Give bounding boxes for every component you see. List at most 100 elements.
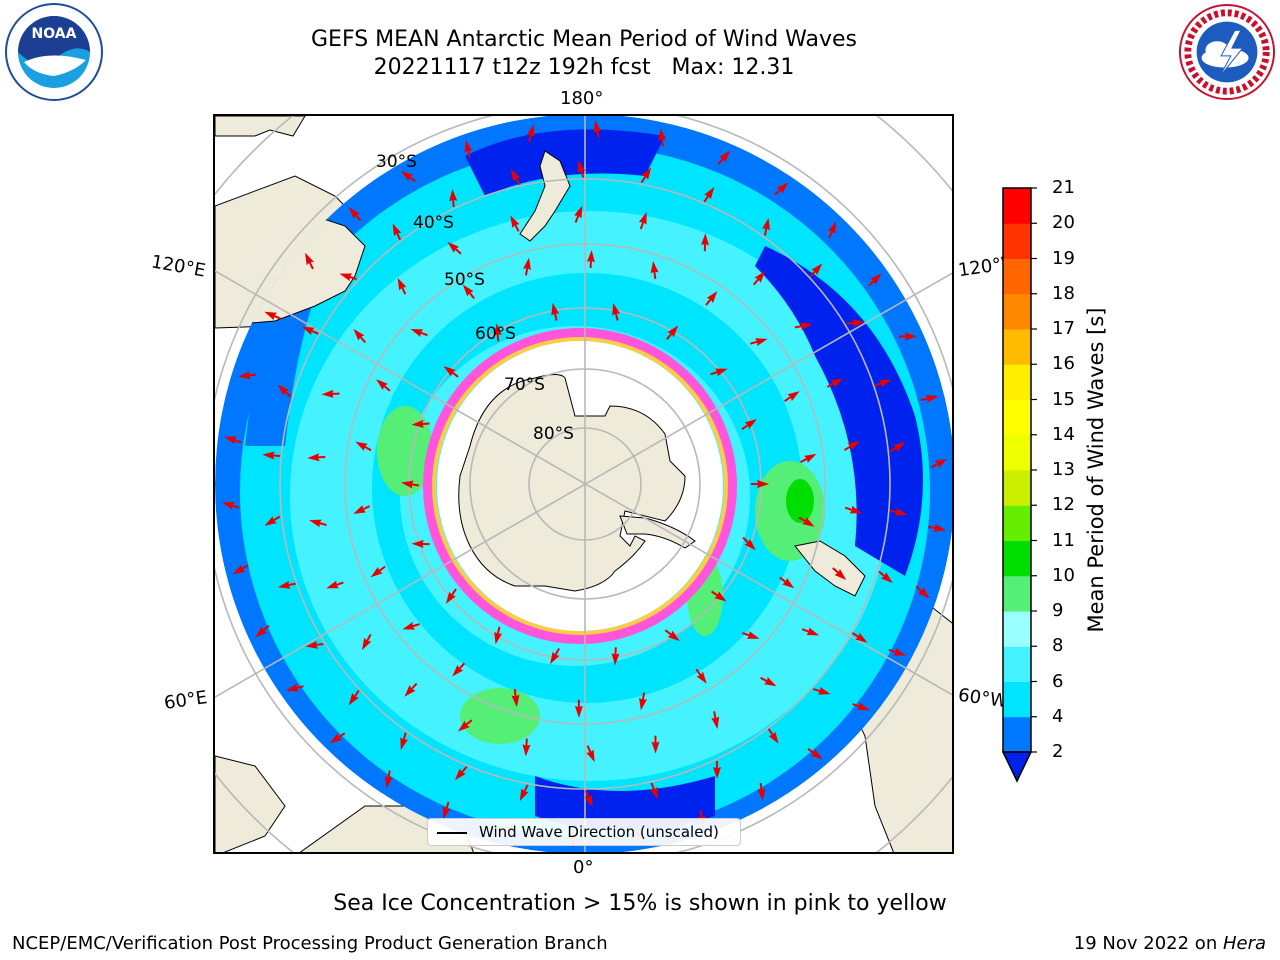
wind-wave-arrow <box>695 668 707 684</box>
wind-wave-arrow <box>711 711 720 730</box>
wind-wave-arrow <box>750 338 768 346</box>
wind-wave-arrow <box>760 676 777 687</box>
wind-wave-arrow <box>445 588 457 604</box>
colorbar-tick-label: 9 <box>1052 600 1064 621</box>
antarctic-map <box>215 116 952 852</box>
wind-wave-arrow <box>457 719 473 732</box>
date-text: 19 Nov 2022 on <box>1073 933 1223 954</box>
wind-wave-arrow <box>741 418 757 431</box>
wind-wave-arrow <box>523 257 531 276</box>
wind-wave-arrow <box>574 205 583 223</box>
wind-wave-arrow <box>762 217 771 236</box>
wind-wave-arrow <box>586 250 595 269</box>
wind-wave-arrow <box>928 524 947 532</box>
wind-wave-arrow <box>397 277 407 295</box>
wind-wave-arrow <box>255 624 270 638</box>
colorbar <box>1001 187 1037 783</box>
colorbar-bin <box>1003 188 1031 224</box>
wind-wave-arrow <box>400 170 417 183</box>
colorbar-tick-label: 17 <box>1052 318 1075 339</box>
wind-wave-arrow <box>612 302 621 321</box>
wind-wave-arrow <box>321 389 340 398</box>
map-legend: Wind Wave Direction (unscaled) <box>427 818 741 846</box>
wind-wave-arrow <box>852 702 870 711</box>
colorbar-bin <box>1003 540 1031 577</box>
wind-wave-arrow <box>717 150 731 165</box>
wind-wave-arrow <box>703 187 715 203</box>
wind-wave-arrow <box>411 419 430 428</box>
wind-wave-arrow <box>809 263 823 278</box>
lon-label-120e: 120°E <box>149 251 208 282</box>
wind-wave-arrow <box>550 648 560 665</box>
noaa-logo: NOAA <box>5 3 103 101</box>
wind-wave-arrow <box>329 732 346 744</box>
wind-wave-arrow <box>751 480 769 488</box>
wind-wave-arrow <box>370 565 386 578</box>
wind-wave-arrow <box>827 221 837 239</box>
wind-wave-arrow <box>264 311 282 321</box>
wind-wave-arrow <box>510 215 520 232</box>
wind-wave-arrow <box>742 536 756 551</box>
wind-wave-arrow <box>353 328 367 344</box>
credit-line: NCEP/EMC/Verification Post Processing Pr… <box>12 933 608 954</box>
wind-wave-arrow <box>286 683 304 692</box>
colorbar-tick-label: 11 <box>1052 529 1075 551</box>
colorbar-tick-label: 15 <box>1052 388 1075 410</box>
sea-ice-note: Sea Ice Concentration > 15% is shown in … <box>333 891 947 916</box>
lat-label-40s: 40°S <box>413 213 454 233</box>
wind-wave-arrow <box>447 241 462 255</box>
wind-wave-arrow <box>701 233 710 252</box>
wind-wave-arrow <box>649 782 659 800</box>
wind-wave-arrow <box>889 508 908 516</box>
lon-label-60e: 60°E <box>162 687 209 714</box>
colorbar-tick-label: 8 <box>1052 635 1064 657</box>
colorbar-bin <box>1003 364 1031 400</box>
wind-wave-arrow <box>384 770 393 789</box>
wind-wave-arrow <box>639 692 647 711</box>
colorbar-tick-label: 18 <box>1052 282 1075 304</box>
wind-wave-arrow <box>326 580 344 589</box>
wind-wave-arrow <box>846 319 865 328</box>
wind-wave-arrow <box>551 302 560 321</box>
colorbar-tick-label: 19 <box>1052 247 1075 269</box>
wind-wave-arrow <box>798 516 815 527</box>
machine-name: Hera <box>1222 933 1266 954</box>
colorbar-tick-label: 14 <box>1052 423 1075 445</box>
wind-wave-arrow <box>586 745 595 763</box>
colorbar-tick-label: 6 <box>1052 670 1064 692</box>
wind-wave-arrow <box>868 273 882 287</box>
colorbar-bin <box>1003 716 1031 753</box>
wind-wave-arrow <box>522 738 531 757</box>
wind-wave-arrow <box>348 689 360 706</box>
wind-wave-arrow <box>526 124 535 143</box>
wind-wave-arrow <box>411 539 430 548</box>
wind-wave-arrow <box>392 223 402 241</box>
colorbar-bin <box>1003 258 1031 295</box>
colorbar-tick-label: 10 <box>1052 564 1075 586</box>
wind-wave-arrow <box>577 160 586 178</box>
wind-wave-arrow <box>494 626 503 645</box>
wind-wave-arrow <box>807 748 823 760</box>
wind-wave-arrow <box>584 790 593 808</box>
wind-wave-arrow <box>238 371 257 380</box>
wind-wave-arrow <box>711 590 727 602</box>
wind-wave-arrow <box>493 323 502 342</box>
wind-wave-arrow <box>301 326 319 336</box>
wind-wave-arrow <box>402 621 420 630</box>
colorbar-tick-label: 21 <box>1052 177 1075 198</box>
colorbar-bin <box>1003 575 1031 612</box>
wind-wave-arrow <box>666 325 679 341</box>
wind-wave-arrow <box>309 519 327 528</box>
wind-wave-arrow <box>449 189 458 208</box>
wind-wave-arrow <box>443 366 459 378</box>
wind-wave-arrow <box>650 260 659 279</box>
colorbar-bin <box>1003 329 1031 365</box>
lat-label-60s: 60°S <box>475 324 516 344</box>
wind-wave-arrow <box>404 682 418 697</box>
wind-wave-arrow <box>593 120 602 139</box>
wind-wave-arrow <box>353 505 371 514</box>
chart-title: GEFS MEAN Antarctic Mean Period of Wind … <box>311 27 857 52</box>
wind-wave-arrow <box>812 686 831 695</box>
colorbar-bin <box>1003 646 1031 682</box>
wind-wave-arrow <box>355 441 372 452</box>
